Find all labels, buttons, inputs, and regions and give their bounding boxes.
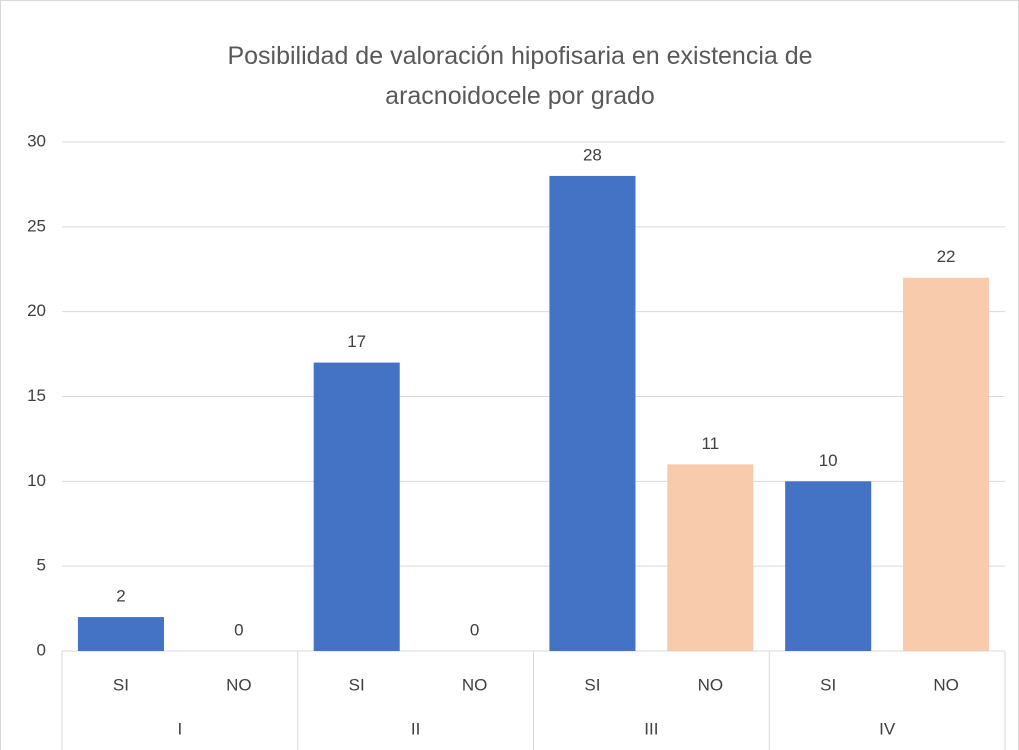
bar	[903, 277, 990, 651]
y-tick-label: 5	[37, 556, 46, 575]
y-tick-label: 25	[27, 216, 46, 235]
x-tick-label: SI	[584, 675, 600, 694]
x-tick-label: NO	[462, 675, 488, 694]
x-tick-label: NO	[226, 675, 252, 694]
data-label: 11	[701, 434, 719, 453]
y-tick-label: 20	[27, 301, 46, 320]
bar	[667, 464, 754, 651]
chart-title: Posibilidad de valoración hipofisaria en…	[227, 42, 813, 110]
y-tick-label: 30	[27, 131, 46, 150]
data-label: 0	[470, 620, 479, 639]
bar	[77, 617, 164, 651]
x-tick-label: NO	[698, 675, 724, 694]
x-tick-label: SI	[113, 675, 129, 694]
data-label: 28	[583, 145, 602, 164]
data-label: 2	[116, 587, 125, 606]
group-label: I	[178, 719, 183, 738]
y-tick-label: 10	[27, 471, 46, 490]
bar	[785, 481, 872, 651]
y-tick-label: 15	[27, 386, 46, 405]
data-label: 10	[819, 451, 838, 470]
bar	[549, 175, 636, 651]
y-tick-label: 0	[37, 640, 46, 659]
data-label: 0	[234, 620, 243, 639]
x-tick-label: SI	[349, 675, 365, 694]
group-label: III	[644, 719, 658, 738]
group-label: II	[411, 719, 420, 738]
group-label: IV	[879, 719, 896, 738]
x-tick-label: NO	[933, 675, 959, 694]
data-label: 22	[937, 247, 956, 266]
data-label: 17	[347, 332, 366, 351]
x-tick-label: SI	[820, 675, 836, 694]
bar	[313, 362, 400, 651]
